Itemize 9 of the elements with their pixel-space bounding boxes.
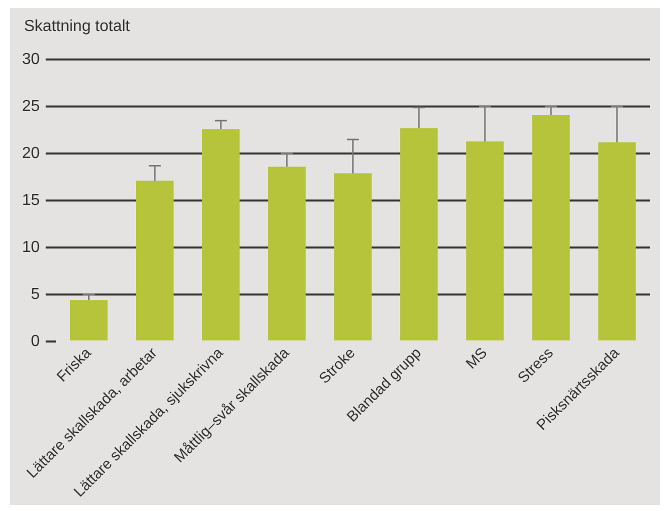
x-tick-label: MS (462, 344, 491, 372)
y-tick-label: 30 (22, 51, 40, 68)
y-tick-label: 10 (22, 238, 40, 256)
y-tick-label: 5 (30, 286, 40, 303)
y-tick-label: 15 (22, 192, 40, 209)
y-tick-label: 0 (30, 332, 40, 350)
y-tick-label: 20 (22, 144, 40, 162)
y-tick-label: 25 (22, 98, 40, 115)
y-axis-title: Skattning totalt (24, 18, 130, 36)
